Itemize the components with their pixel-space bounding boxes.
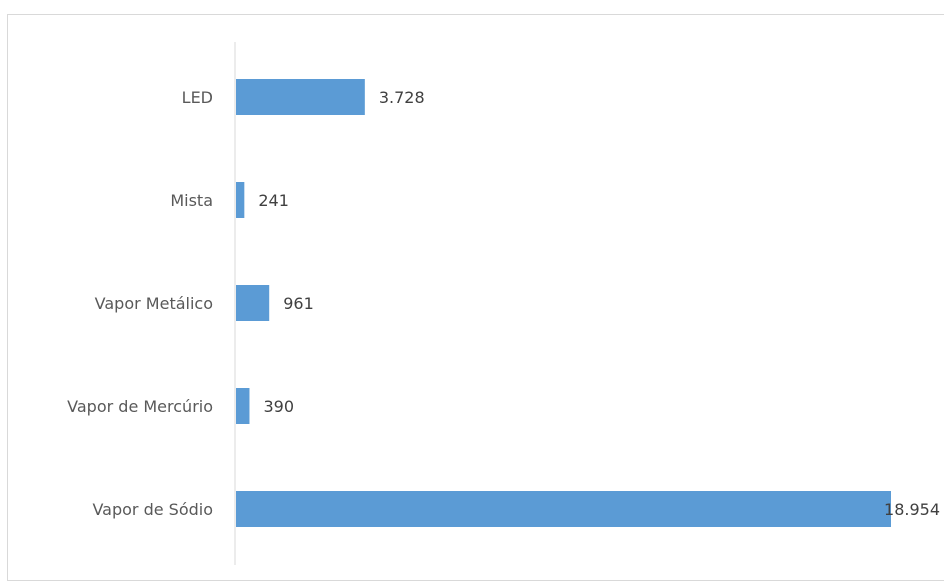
category-label: LED bbox=[182, 88, 213, 107]
chart-frame bbox=[7, 14, 944, 581]
data-label: 961 bbox=[283, 294, 314, 313]
bar bbox=[236, 182, 245, 218]
category-label: Mista bbox=[170, 191, 213, 210]
category-label: Vapor Metálico bbox=[95, 294, 213, 313]
category-label: Vapor de Mercúrio bbox=[67, 397, 213, 416]
bar bbox=[236, 285, 270, 321]
bar bbox=[236, 491, 891, 527]
bar bbox=[236, 79, 365, 115]
data-label: 18.954 bbox=[884, 500, 940, 519]
data-label: 241 bbox=[258, 191, 289, 210]
category-label: Vapor de Sódio bbox=[92, 500, 213, 519]
data-label: 390 bbox=[263, 397, 294, 416]
data-label: 3.728 bbox=[379, 88, 425, 107]
bars-layer: LED 3.728 Mista 241 Vapor Metálico 961 Vapor d… bbox=[67, 79, 940, 527]
bar bbox=[236, 388, 250, 424]
